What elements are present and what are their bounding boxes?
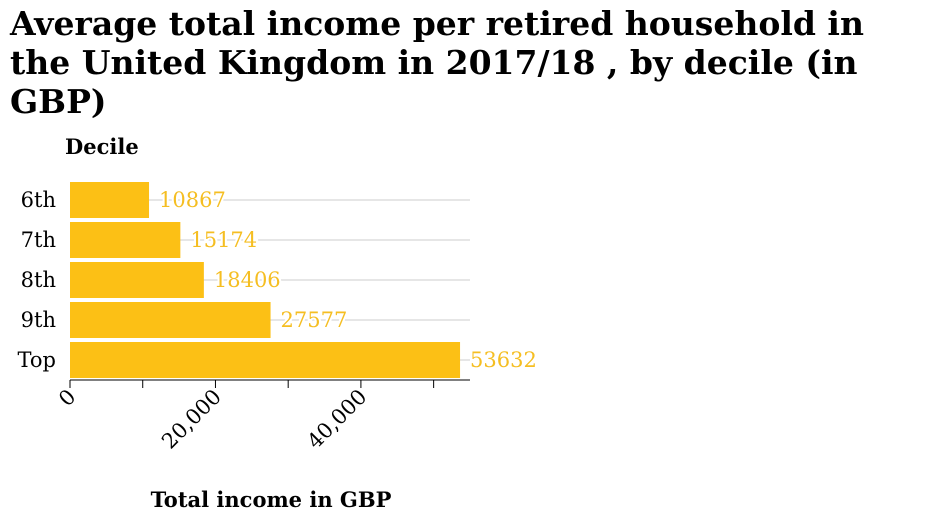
- y-tick-label: 6th: [21, 188, 56, 212]
- data-label: 10867: [159, 188, 226, 212]
- bar-8th: [70, 262, 204, 298]
- y-tick-labels: 6th 7th 8th 9th Top: [18, 188, 56, 372]
- data-label: 15174: [190, 228, 257, 252]
- data-label: 27577: [281, 308, 348, 332]
- data-label: 18406: [214, 268, 281, 292]
- y-tick-label: Top: [18, 348, 56, 372]
- chart-title: Average total income per retired househo…: [10, 4, 864, 121]
- x-axis-title: Total income in GBP: [151, 487, 392, 512]
- x-tick-label: 0: [54, 385, 80, 411]
- x-tick-label: 40,000: [303, 385, 372, 454]
- x-tick-labels: 0 20,000 40,000: [54, 385, 371, 454]
- bar-9th: [70, 302, 271, 338]
- x-axis: [69, 379, 470, 388]
- y-tick-label: 9th: [21, 308, 56, 332]
- y-tick-label: 8th: [21, 268, 56, 292]
- data-label: 53632: [470, 348, 537, 372]
- bar-top: [70, 342, 461, 378]
- bar-6th: [70, 182, 150, 218]
- y-tick-label: 7th: [21, 228, 56, 252]
- x-tick-label: 20,000: [157, 385, 226, 454]
- bar-7th: [70, 222, 181, 258]
- bars: [70, 182, 461, 378]
- y-axis-title: Decile: [65, 134, 139, 159]
